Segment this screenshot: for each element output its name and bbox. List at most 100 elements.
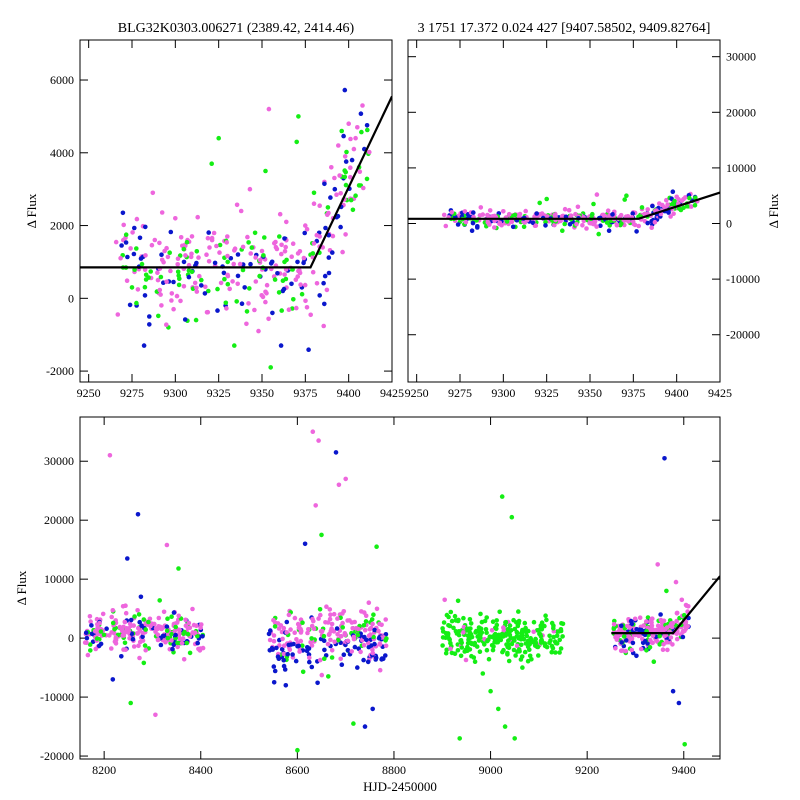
data-point <box>94 636 100 641</box>
data-point <box>504 219 510 224</box>
data-point <box>225 281 231 287</box>
data-point <box>367 626 373 632</box>
data-point <box>128 617 134 623</box>
data-point <box>368 643 374 648</box>
data-point <box>175 269 181 275</box>
data-point <box>322 301 327 307</box>
data-point <box>245 234 250 240</box>
y-tick-label: -10000 <box>726 272 760 286</box>
data-point <box>683 195 688 200</box>
data-point <box>316 438 321 443</box>
data-point <box>112 639 118 644</box>
data-point <box>507 629 512 634</box>
data-point <box>272 240 277 246</box>
data-point <box>520 627 525 633</box>
data-point <box>185 631 191 637</box>
data-point <box>628 618 634 624</box>
data-point <box>225 259 230 265</box>
data-point <box>284 630 290 635</box>
data-point <box>604 220 610 225</box>
data-point <box>289 281 294 287</box>
data-point <box>249 245 255 250</box>
data-point <box>355 632 361 638</box>
data-point <box>315 680 320 686</box>
data-point <box>217 250 222 255</box>
data-point <box>161 259 166 265</box>
data-point <box>332 186 338 192</box>
data-point <box>557 637 562 643</box>
data-point <box>651 659 657 664</box>
data-point <box>461 615 466 621</box>
data-point <box>462 209 468 214</box>
data-point <box>109 614 114 620</box>
data-point <box>622 197 627 202</box>
data-point <box>506 211 512 217</box>
data-point <box>477 649 483 654</box>
data-point <box>196 255 201 260</box>
data-point <box>512 212 518 218</box>
data-point <box>522 649 528 655</box>
data-point <box>149 242 155 248</box>
data-point <box>310 429 316 435</box>
data-point <box>355 665 360 670</box>
data-point <box>283 276 289 282</box>
data-point <box>330 250 335 255</box>
data-point <box>247 286 252 291</box>
data-point <box>335 637 341 643</box>
x-tick-label: 9250 <box>405 386 429 400</box>
y-tick-label: 10000 <box>44 572 74 586</box>
data-point <box>164 279 169 285</box>
data-point <box>148 269 153 274</box>
data-point <box>319 672 325 678</box>
data-point <box>85 652 91 658</box>
data-point <box>165 635 171 641</box>
data-point <box>344 149 349 155</box>
data-point <box>494 622 500 628</box>
data-point <box>123 610 129 616</box>
data-point <box>322 273 328 279</box>
data-point <box>246 301 251 306</box>
data-point <box>169 291 175 296</box>
data-point <box>665 647 670 653</box>
data-point <box>313 503 319 508</box>
data-point <box>326 270 332 276</box>
data-point <box>330 233 336 239</box>
data-point <box>383 617 389 622</box>
data-point <box>644 648 649 653</box>
data-point <box>271 617 276 623</box>
data-point <box>281 286 287 292</box>
data-point <box>358 649 363 655</box>
data-point <box>212 260 218 266</box>
data-point <box>447 623 453 629</box>
data-point <box>221 270 227 276</box>
data-point <box>560 634 565 639</box>
data-point <box>676 206 682 211</box>
x-tick-label: 9200 <box>575 763 599 777</box>
data-point <box>296 114 301 119</box>
data-point <box>649 623 655 628</box>
data-point <box>325 641 331 647</box>
data-point <box>87 642 93 647</box>
data-point <box>328 195 333 200</box>
data-point <box>475 225 480 230</box>
data-point <box>632 616 638 622</box>
data-point <box>205 235 211 241</box>
data-point <box>186 274 192 280</box>
data-point <box>326 674 331 679</box>
data-point <box>164 624 170 629</box>
data-point <box>486 220 491 226</box>
data-point <box>665 202 670 207</box>
data-point <box>345 648 351 653</box>
panel-top-right-ylabel: Δ Flux <box>766 193 781 228</box>
data-point <box>303 223 308 228</box>
data-point <box>440 643 445 648</box>
data-point <box>324 604 329 609</box>
data-point <box>270 310 275 316</box>
data-point <box>170 646 175 652</box>
data-point <box>594 224 599 229</box>
data-point <box>361 623 367 628</box>
data-point <box>512 626 518 632</box>
data-point <box>361 642 367 648</box>
data-point <box>143 224 148 230</box>
data-point <box>336 143 341 148</box>
